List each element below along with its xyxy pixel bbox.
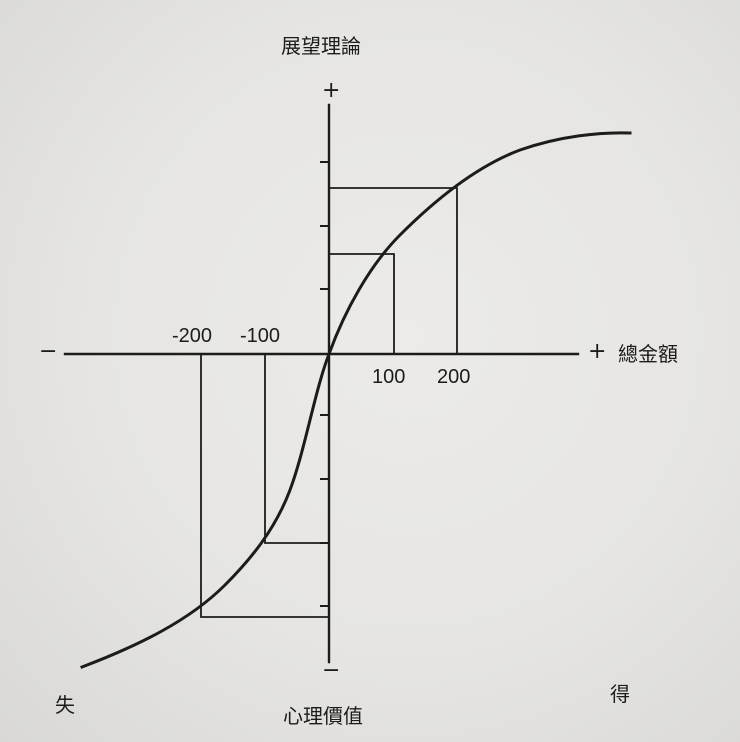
x-tick-label: 100 bbox=[372, 366, 406, 388]
x-axis-negative-sign: − bbox=[39, 339, 58, 364]
gain-label: 得 bbox=[610, 682, 630, 706]
loss-label: 失 bbox=[55, 693, 75, 717]
guide-lines bbox=[200, 187, 458, 618]
y-axis-ticks bbox=[320, 161, 330, 607]
x-tick-label: 200 bbox=[437, 366, 471, 388]
x-tick-label: -200 bbox=[172, 325, 213, 347]
value-function-curve bbox=[80, 131, 632, 669]
y-axis-positive-sign: + bbox=[322, 78, 341, 103]
x-axis-positive-sign: + bbox=[588, 339, 607, 364]
y-axis-negative-sign: − bbox=[322, 658, 341, 683]
x-tick-label: -100 bbox=[240, 325, 281, 347]
x-axis-label: 總金額 bbox=[618, 342, 678, 366]
diagram-title: 展望理論 bbox=[281, 34, 361, 58]
y-axis-label: 心理價值 bbox=[283, 704, 363, 728]
